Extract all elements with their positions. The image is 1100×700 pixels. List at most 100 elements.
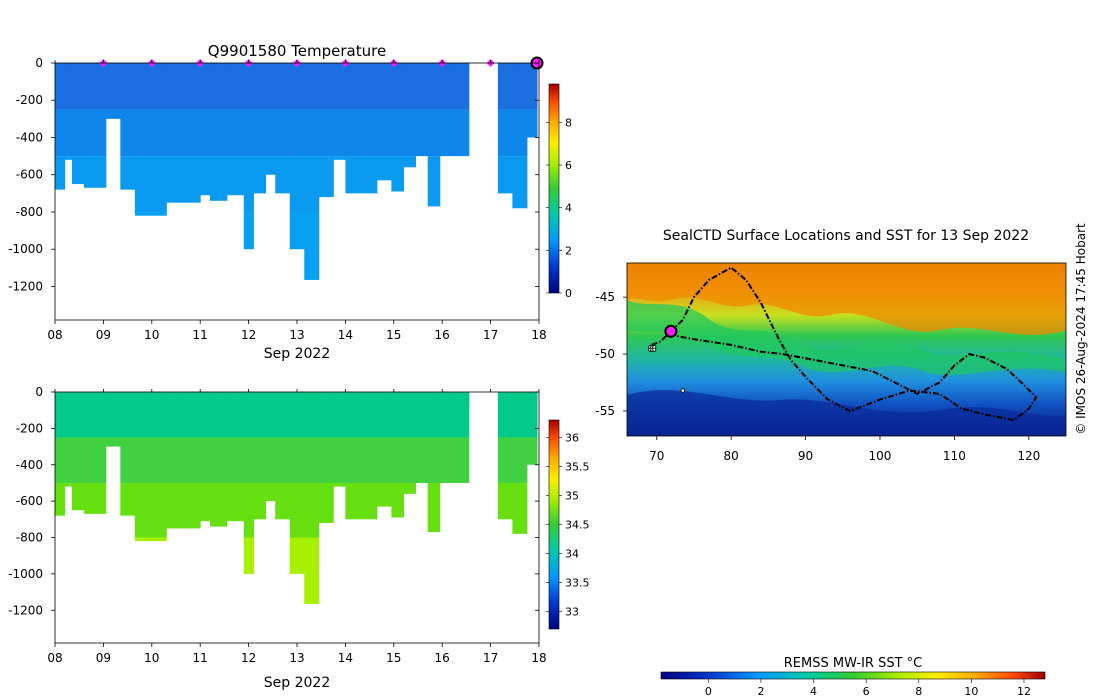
profile-column-lower xyxy=(403,156,417,168)
surface-layer-band xyxy=(64,396,73,402)
profile-column-middle xyxy=(439,109,453,157)
profile-column-upper xyxy=(376,63,392,110)
profile-column-deep xyxy=(134,211,150,216)
profile-column-upper xyxy=(200,392,211,438)
colorbar-tick-label: 4 xyxy=(565,202,572,215)
profile-column-middle xyxy=(318,437,334,483)
profile-column-middle xyxy=(391,109,404,157)
surface-layer-band xyxy=(120,396,136,402)
profile-column-upper xyxy=(333,63,346,110)
profile-column-middle xyxy=(105,437,121,447)
profile-column-upper xyxy=(451,63,470,110)
profile-column-upper xyxy=(71,392,85,438)
colorbar-tick-label: 33.5 xyxy=(565,577,590,590)
surface-layer-band xyxy=(526,67,538,73)
y-tick-label: -800 xyxy=(16,205,43,219)
y-tick-label: 0 xyxy=(35,56,43,70)
profile-column-middle xyxy=(359,437,378,483)
y-tick-label: -400 xyxy=(16,130,43,144)
profile-column-upper xyxy=(391,63,404,110)
surface-layer-band xyxy=(497,67,513,73)
profile-column-lower xyxy=(84,156,107,188)
profile-column-middle xyxy=(55,437,66,483)
profile-column-lower xyxy=(391,482,404,518)
surface-layer-band xyxy=(427,396,441,402)
profile-column-lower xyxy=(275,482,291,520)
profile-column-lower xyxy=(243,156,254,212)
profile-column-middle xyxy=(265,437,276,483)
y-tick-label: -1000 xyxy=(8,567,43,581)
profile-column-middle xyxy=(333,109,346,157)
x-tick-label: 09 xyxy=(96,651,111,665)
surface-layer-band xyxy=(427,67,441,73)
x-tick-label: 14 xyxy=(338,651,353,665)
x-tick-label: 12 xyxy=(241,328,256,342)
profile-column-upper xyxy=(512,392,528,438)
colorbar-tick-label: 6 xyxy=(565,159,572,172)
profile-column-middle xyxy=(526,109,538,138)
y-tick-label: -200 xyxy=(16,93,43,107)
temperature-colorbar xyxy=(548,83,560,294)
surface-layer-band xyxy=(345,67,361,73)
x-tick-label: 08 xyxy=(47,651,62,665)
salinity-colorbar xyxy=(548,419,560,630)
surface-layer-band xyxy=(209,396,228,402)
profile-column-deep xyxy=(149,211,167,216)
profile-column-middle xyxy=(226,109,245,157)
sst-colorbar-label: REMSS MW-IR SST °C xyxy=(784,656,923,671)
surface-layer-band xyxy=(134,396,150,402)
surface-layer-band xyxy=(403,67,417,73)
seal-locations xyxy=(648,324,686,393)
salinity-y-axis: 0 -200 -400 -600 -800 -1000 -1200 xyxy=(8,385,539,617)
profile-column-upper xyxy=(105,392,121,438)
profile-column-upper xyxy=(403,63,417,110)
profile-column-upper xyxy=(333,392,346,438)
y-tick-label: -600 xyxy=(16,168,43,182)
colorbar-tick-label: 36 xyxy=(565,431,579,444)
profile-column-lower xyxy=(345,156,361,194)
profile-column-middle xyxy=(451,437,470,483)
surface-layer-band xyxy=(391,396,404,402)
surface-layer-band xyxy=(265,396,276,402)
surface-layer-band xyxy=(200,67,211,73)
profile-column-lower xyxy=(497,482,513,520)
profile-column-upper xyxy=(64,63,73,110)
profile-column-upper xyxy=(166,392,184,438)
profile-column-lower xyxy=(209,156,228,201)
profile-column-lower xyxy=(71,482,85,511)
surface-layer-band xyxy=(376,396,392,402)
profile-column-middle xyxy=(209,109,228,157)
map-panel: SealCTD Surface Locations and SST for 13… xyxy=(595,223,1088,698)
map-x-tick-label: 90 xyxy=(798,449,813,463)
profile-column-upper xyxy=(183,392,201,438)
profile-column-middle xyxy=(497,437,513,483)
profile-column-middle xyxy=(200,109,211,157)
map-title: SealCTD Surface Locations and SST for 13… xyxy=(663,228,1029,244)
profile-column-middle xyxy=(71,109,85,157)
x-tick-label: 10 xyxy=(144,651,159,665)
x-tick-label: 13 xyxy=(289,651,304,665)
y-tick-label: -200 xyxy=(16,421,43,435)
profile-column-upper xyxy=(149,63,167,110)
surface-layer-band xyxy=(359,67,378,73)
surface-layer-band xyxy=(209,67,228,73)
surface-layer-band xyxy=(149,396,167,402)
profile-column-upper xyxy=(243,63,254,110)
profile-column-middle xyxy=(120,109,136,157)
profile-column-lower xyxy=(376,156,392,181)
profile-column-lower xyxy=(120,482,136,516)
sst-colorbar-tick-label: 12 xyxy=(1017,685,1031,698)
profile-column-lower xyxy=(376,482,392,507)
surface-layer-band xyxy=(451,396,470,402)
x-tick-label: 08 xyxy=(47,328,62,342)
profile-column-lower xyxy=(243,482,254,538)
surface-layer-band xyxy=(120,67,136,73)
sst-colorbar-tick-label: 6 xyxy=(863,685,870,698)
profile-column-upper xyxy=(200,63,211,110)
profile-column-upper xyxy=(226,63,245,110)
profile-column-upper xyxy=(209,63,228,110)
colorbar-tick-label: 0 xyxy=(565,287,572,300)
surface-layer-band xyxy=(415,396,429,402)
colorbar-tick-label: 35.5 xyxy=(565,460,590,473)
profile-column-middle xyxy=(497,109,513,157)
